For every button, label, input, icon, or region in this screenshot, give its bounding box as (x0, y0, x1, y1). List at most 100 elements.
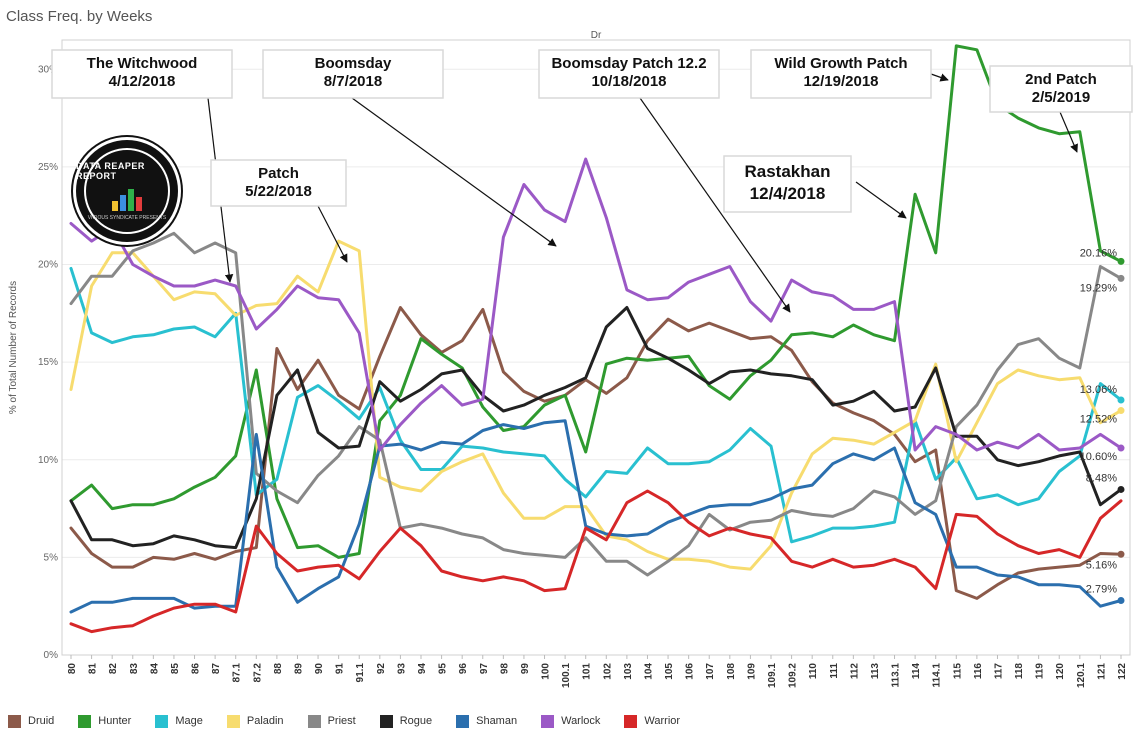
x-tick-label: 102 (602, 663, 613, 680)
legend-swatch (155, 714, 169, 728)
legend-label: Shaman (476, 715, 518, 727)
legend-item-druid[interactable]: Druid (8, 712, 54, 730)
annotation-arrow (351, 97, 557, 247)
x-tick-label: 100 (541, 663, 552, 680)
annotation-text: 5/22/2018 (245, 183, 312, 200)
legend-item-mage[interactable]: Mage (155, 712, 203, 730)
legend-label: Druid (28, 715, 55, 727)
annotation-text: 8/7/2018 (324, 73, 382, 90)
x-tick-label: 110 (808, 663, 819, 680)
legend: Druid Hunter Mage Paladin Priest Rogue Shaman W… (8, 712, 704, 730)
x-tick-label: 101 (582, 663, 593, 680)
y-tick-label: 0% (44, 650, 59, 661)
legend-swatch (456, 714, 470, 728)
x-tick-label: 114 (911, 663, 922, 680)
annotation-box (723, 155, 852, 213)
y-axis-label: % of Total Number of Records (8, 281, 19, 414)
y-tick-label: 30% (38, 64, 58, 75)
y-tick-label: 20% (38, 260, 58, 271)
x-tick-label: 113.1 (891, 663, 902, 688)
x-tick-label: 92 (376, 663, 387, 675)
annotation-text: The Witchwood (87, 55, 198, 72)
annotation-arrow (1059, 111, 1078, 153)
annotation-text: Boomsday Patch 12.2 (551, 55, 706, 72)
x-tick-label: 83 (129, 663, 140, 675)
legend-item-warlock[interactable]: Warlock (541, 712, 600, 730)
x-tick-label: 88 (273, 663, 284, 675)
annotation-text: Boomsday (315, 55, 392, 72)
column-header: Dr (591, 30, 602, 41)
end-label-rogue: 8.48% (1086, 472, 1117, 484)
x-tick-label: 98 (499, 663, 510, 675)
end-label-hunter: 20.16% (1080, 247, 1118, 259)
series-line-druid (69, 306, 1123, 600)
x-tick-label: 81 (88, 663, 99, 675)
annotation-text: 2/5/2019 (1032, 89, 1090, 106)
annotation-box (51, 49, 233, 99)
x-tick-label: 120 (1055, 663, 1066, 680)
annotation-text: Patch (258, 165, 299, 182)
legend-item-warrior[interactable]: Warrior (624, 712, 680, 730)
annotation-7: Rastakhan 12/4/2018 (723, 155, 907, 219)
x-tick-label: 85 (170, 663, 181, 675)
end-point-paladin (1117, 407, 1125, 415)
annotation-text: 2nd Patch (1025, 71, 1097, 88)
legend-item-rogue[interactable]: Rogue (379, 712, 433, 730)
legend-label: Warlock (561, 715, 601, 727)
x-tick-label: 84 (149, 663, 160, 675)
end-label-warlock: 10.60% (1080, 451, 1118, 463)
annotation-arrow (317, 205, 348, 263)
legend-swatch (379, 714, 393, 728)
legend-swatch (307, 714, 321, 728)
annotation-text: Rastakhan (745, 162, 831, 181)
x-tick-label: 82 (108, 663, 119, 675)
legend-swatch (78, 714, 92, 728)
x-tick-label: 122 (1117, 663, 1128, 680)
x-tick-label: 89 (293, 663, 304, 675)
data-reaper-logo: DATA REAPER REPORT VICIOUS SYNDICATE PRE… (76, 140, 178, 242)
end-point-hunter (1117, 257, 1125, 265)
x-tick-label: 119 (1035, 663, 1046, 680)
legend-label: Priest (327, 715, 356, 727)
legend-item-priest[interactable]: Priest (307, 712, 356, 730)
x-tick-label: 113 (870, 663, 881, 680)
x-tick-label: 109.2 (788, 663, 799, 688)
x-tick-label: 120.1 (1076, 663, 1087, 688)
annotation-box (210, 159, 347, 207)
legend-item-shaman[interactable]: Shaman (456, 712, 517, 730)
annotation-arrow (930, 73, 949, 82)
plot-frame (61, 39, 1131, 656)
x-tick-label: 115 (952, 663, 963, 680)
x-tick-label: 103 (623, 663, 634, 680)
legend-label: Rogue (399, 715, 433, 727)
annotation-box (750, 49, 932, 99)
legend-item-paladin[interactable]: Paladin (226, 712, 284, 730)
x-tick-label: 100.1 (561, 663, 572, 688)
legend-item-hunter[interactable]: Hunter (78, 712, 131, 730)
x-tick-label: 107 (705, 663, 716, 680)
x-tick-label: 99 (520, 663, 531, 675)
legend-swatch (541, 714, 555, 728)
annotation-arrow (639, 97, 791, 313)
series-line-priest (69, 231, 1123, 577)
x-tick-label: 91 (335, 663, 346, 675)
annotation-arrow (855, 181, 907, 219)
x-tick-label: 87 (211, 663, 222, 675)
x-tick-label: 106 (685, 663, 696, 680)
end-point-rogue (1117, 485, 1125, 493)
end-point-warlock (1117, 444, 1125, 452)
x-tick-label: 86 (191, 663, 202, 675)
series-line-shaman (69, 419, 1123, 614)
x-tick-label: 105 (664, 663, 675, 680)
x-tick-label: 104 (643, 663, 654, 680)
x-tick-label: 95 (438, 663, 449, 675)
legend-label: Hunter (98, 715, 132, 727)
x-tick-label: 117 (993, 663, 1004, 680)
logo-bars-icon (112, 185, 142, 211)
series-line-warlock (69, 157, 1123, 452)
y-tick-label: 10% (38, 455, 58, 466)
annotations: The Witchwood4/12/2018Boomsday8/7/2018Bo… (51, 49, 1133, 313)
